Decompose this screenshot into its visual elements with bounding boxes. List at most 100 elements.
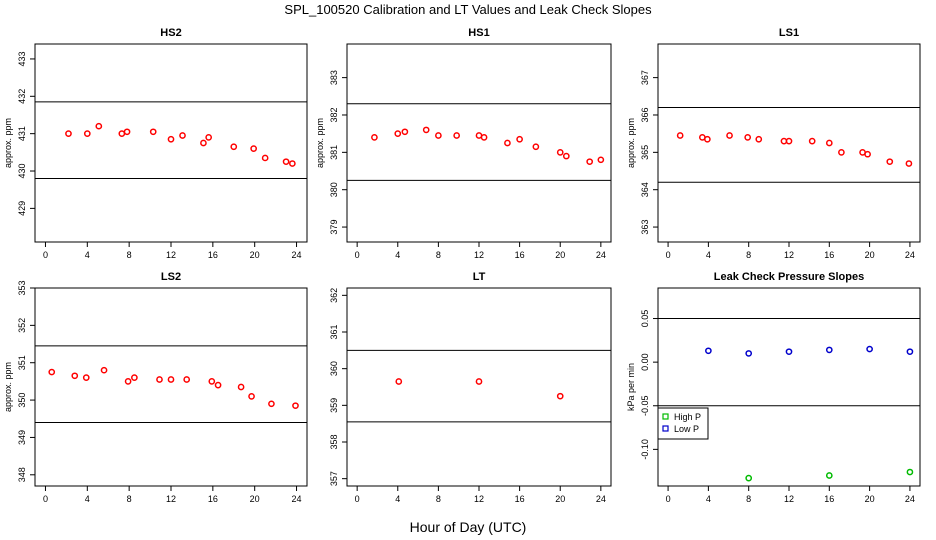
x-tick-label: 20 <box>555 250 565 260</box>
data-point <box>261 154 269 162</box>
data-point <box>100 366 108 374</box>
panel-title: LS2 <box>161 271 181 283</box>
y-tick-label: 0.00 <box>640 353 650 371</box>
panel-2: LS1 0 4 8 12 16 20 24 363 364 365 366 367 approx. ppm <box>626 27 921 260</box>
data-point <box>838 148 845 156</box>
panel-1: HS1 0 4 8 12 16 20 24 379 380 381 382 383 approx. ppm <box>315 27 612 260</box>
data-point <box>167 376 175 383</box>
plot-frame <box>346 43 612 243</box>
data-point <box>401 128 409 136</box>
data-point <box>453 132 461 139</box>
y-tick-label: 353 <box>17 280 27 295</box>
data-point <box>395 378 403 385</box>
x-tick-label: 16 <box>208 494 218 504</box>
y-tick-label: 363 <box>640 220 650 235</box>
x-tick-label: 20 <box>250 250 260 260</box>
y-tick-label: 366 <box>640 107 650 122</box>
data-point <box>755 135 763 143</box>
y-tick-label: 349 <box>17 430 27 445</box>
y-tick-label: 0.05 <box>640 310 650 328</box>
x-tick-label: 24 <box>292 250 302 260</box>
panels: HS2 0 4 8 12 16 20 24 429 430 431 432 433 approx. ppm… <box>3 27 921 504</box>
y-axis-label: approx. ppm <box>3 362 13 412</box>
data-point <box>394 130 402 138</box>
y-tick-label: 360 <box>329 361 339 376</box>
data-point <box>562 152 570 160</box>
data-point <box>905 160 913 167</box>
x-tick-label: 8 <box>746 250 751 260</box>
data-point <box>745 350 753 357</box>
data-point <box>785 137 793 145</box>
x-tick-label: 24 <box>596 494 606 504</box>
data-point <box>864 150 871 158</box>
y-tick-label: 431 <box>17 126 27 141</box>
y-tick-label: 382 <box>329 107 339 122</box>
panel-3: LS2 0 4 8 12 16 20 24 348 349 350 351 352 353 approx. … <box>3 271 308 504</box>
data-point <box>371 134 378 141</box>
y-tick-label: 381 <box>329 145 339 160</box>
data-point <box>480 134 488 141</box>
y-tick-label: -0.05 <box>640 395 650 416</box>
x-tick-label: 16 <box>824 494 834 504</box>
data-point <box>71 372 79 380</box>
x-tick-label: 4 <box>395 250 400 260</box>
data-point <box>230 143 238 151</box>
panel-title: HS2 <box>160 27 181 39</box>
panel-title: HS1 <box>468 27 489 39</box>
x-tick-label: 0 <box>666 494 671 504</box>
x-tick-label: 0 <box>666 250 671 260</box>
plot-frame <box>34 43 308 243</box>
x-tick-label: 12 <box>784 250 794 260</box>
data-point <box>118 130 126 138</box>
plot-frame <box>34 287 308 487</box>
data-point <box>149 128 157 136</box>
x-tick-label: 16 <box>208 250 218 260</box>
x-tick-label: 4 <box>85 250 90 260</box>
data-point <box>825 139 833 147</box>
data-point <box>123 128 131 136</box>
legend-box <box>657 407 709 440</box>
data-point <box>422 126 430 134</box>
panel-5: Leak Check Pressure Slopes 0 4 8 12 16 20 24 -0.… <box>626 271 921 504</box>
plot-frame <box>346 287 612 487</box>
data-point <box>705 347 712 355</box>
data-point <box>292 402 299 410</box>
data-point <box>82 374 90 382</box>
data-point <box>131 374 138 382</box>
panel-title: Leak Check Pressure Slopes <box>714 271 864 283</box>
x-tick-label: 8 <box>127 494 132 504</box>
x-tick-label: 0 <box>355 494 360 504</box>
data-point <box>906 348 914 356</box>
data-point <box>205 134 213 141</box>
y-tick-label: 430 <box>17 164 27 179</box>
x-tick-label: 12 <box>166 494 176 504</box>
data-point <box>435 132 442 139</box>
plot-frame <box>657 287 921 487</box>
data-point <box>167 135 175 143</box>
x-tick-label: 0 <box>43 494 48 504</box>
data-point <box>183 376 191 383</box>
y-tick-label: 432 <box>17 89 27 104</box>
data-point <box>586 158 594 166</box>
data-point <box>124 378 132 385</box>
x-tick-label: 0 <box>355 250 360 260</box>
x-tick-label: 24 <box>905 250 915 260</box>
data-point <box>214 381 222 389</box>
data-point <box>250 145 257 152</box>
y-tick-label: 350 <box>17 393 27 408</box>
x-tick-label: 20 <box>865 494 875 504</box>
x-tick-label: 16 <box>515 494 525 504</box>
panel-title: LT <box>473 271 486 283</box>
data-point <box>825 346 833 354</box>
y-tick-label: 379 <box>329 220 339 235</box>
x-tick-label: 4 <box>706 494 711 504</box>
legend-label: Low P <box>674 424 699 434</box>
legend-marker <box>662 413 669 420</box>
x-tick-label: 4 <box>85 494 90 504</box>
data-point <box>556 148 564 156</box>
data-point <box>906 468 914 476</box>
y-tick-label: 429 <box>17 201 27 216</box>
x-tick-label: 16 <box>515 250 525 260</box>
x-tick-label: 8 <box>746 494 751 504</box>
